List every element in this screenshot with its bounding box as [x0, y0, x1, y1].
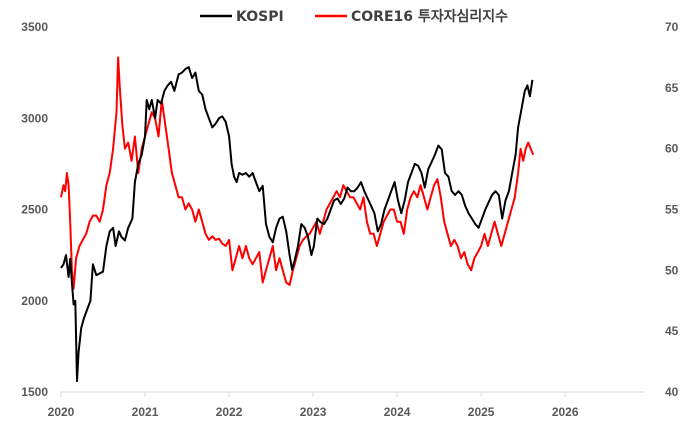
- left-tick-label: 2500: [21, 203, 48, 217]
- series-kospi-line: [60, 66, 534, 383]
- left-axis: 1500 2000 2500 3000 3500: [21, 20, 48, 399]
- right-tick-label: 40: [665, 385, 679, 399]
- right-tick-label: 65: [665, 81, 679, 95]
- series-core16-line: [60, 56, 535, 290]
- x-tick-label: 2020: [48, 405, 75, 419]
- right-tick-label: 45: [665, 324, 679, 338]
- right-tick-label: 55: [665, 203, 679, 217]
- right-tick-label: 50: [665, 263, 679, 277]
- right-tick-label: 70: [665, 20, 679, 34]
- right-tick-label: 60: [665, 142, 679, 156]
- left-tick-label: 3500: [21, 20, 48, 34]
- x-tick-label: 2025: [468, 405, 495, 419]
- right-axis: 40 45 50 55 60 65 70: [665, 20, 679, 399]
- x-tick-label: 2023: [300, 405, 327, 419]
- series-layer: [60, 56, 535, 383]
- x-axis: 2020 2021 2022 2023 2024 2025 2026: [48, 392, 579, 419]
- x-tick-label: 2024: [384, 405, 411, 419]
- x-tick-label: 2026: [552, 405, 579, 419]
- x-tick-label: 2021: [132, 405, 159, 419]
- legend-core16-label: CORE16 투자자심리지수: [351, 9, 508, 25]
- left-tick-label: 2000: [21, 294, 48, 308]
- left-tick-label: 3000: [21, 111, 48, 125]
- legend: KOSPI CORE16 투자자심리지수: [200, 9, 508, 25]
- legend-kospi-label: KOSPI: [236, 9, 284, 25]
- left-tick-label: 1500: [21, 385, 48, 399]
- x-tick-label: 2022: [216, 405, 243, 419]
